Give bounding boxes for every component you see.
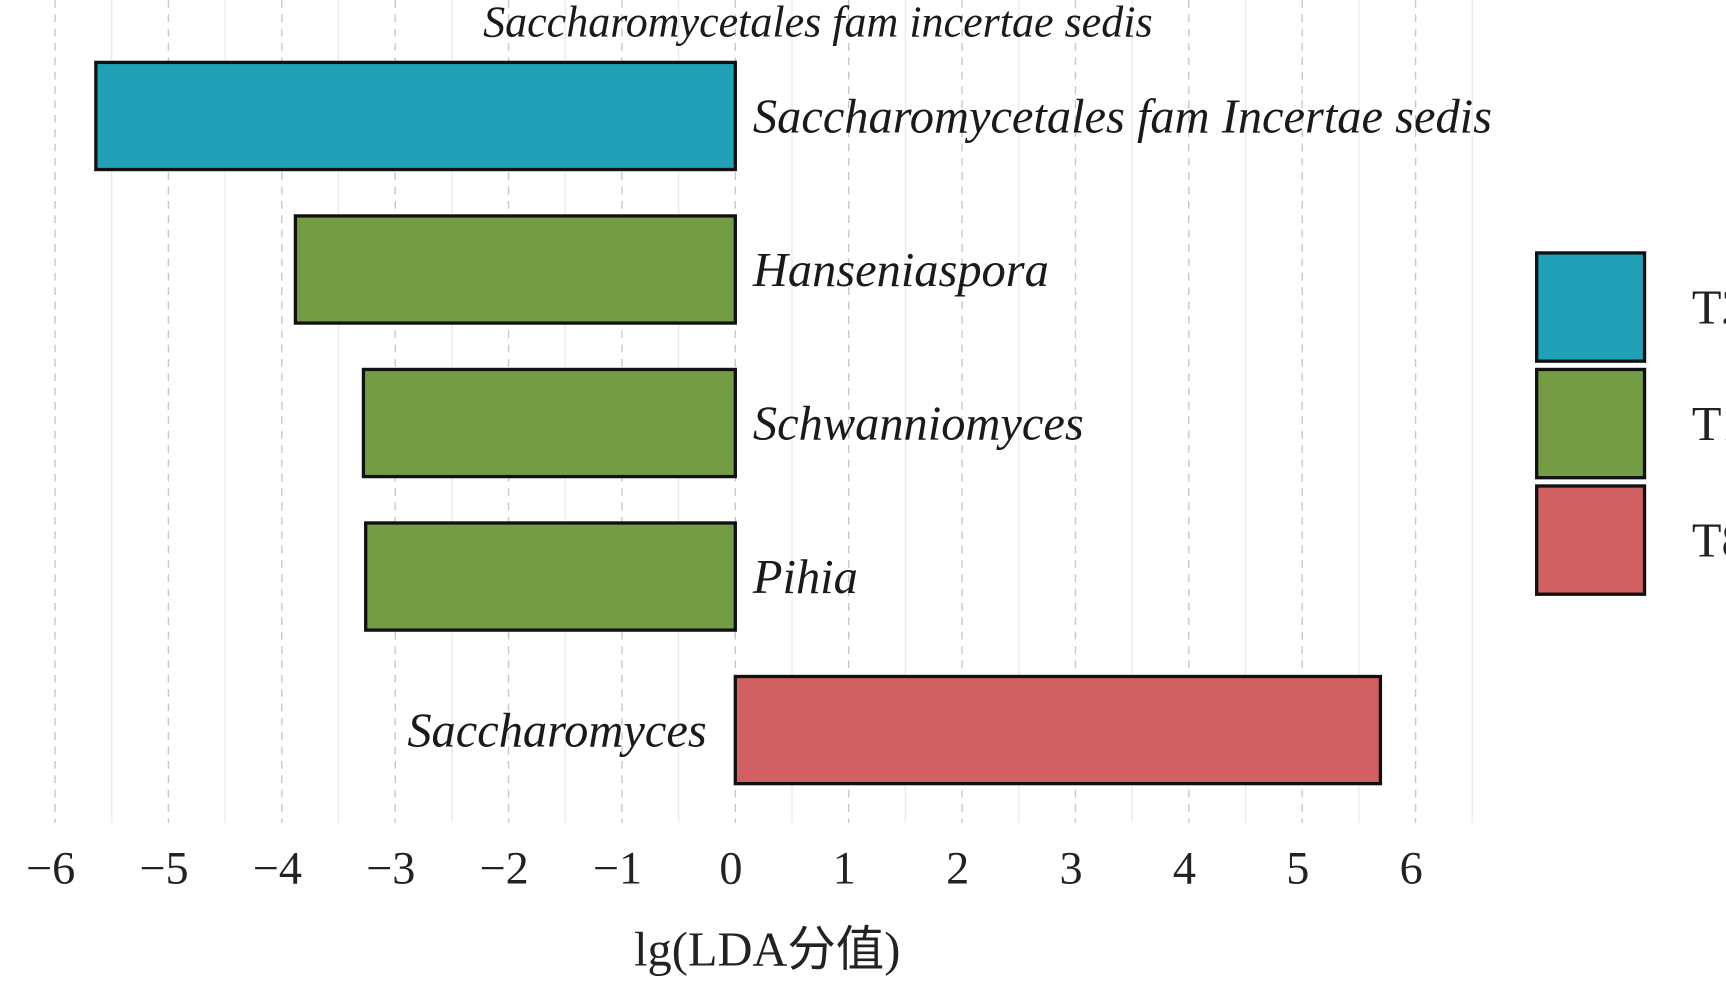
x-tick-label: −3 xyxy=(366,844,415,895)
legend: T2 T1 T8 xyxy=(1535,251,1726,596)
x-tick-label: −6 xyxy=(26,844,75,895)
bar xyxy=(361,367,737,479)
x-tick-label: 2 xyxy=(946,844,969,895)
bar-label: Saccharomycetales fam Incertae sedis xyxy=(753,90,1492,143)
bar xyxy=(94,60,737,172)
x-tick-labels: −6 −5 −4 −3 −2 −1 0 1 2 3 4 5 6 xyxy=(26,844,1423,895)
legend-swatch xyxy=(1535,251,1647,363)
legend-label: T1 xyxy=(1692,398,1726,451)
x-tick-label: −5 xyxy=(139,844,188,895)
legend-swatch xyxy=(1535,367,1647,480)
x-tick-label: 0 xyxy=(719,844,742,895)
x-tick-label: −4 xyxy=(253,844,302,895)
x-tick-label: 1 xyxy=(833,844,856,895)
bars xyxy=(94,60,1383,786)
x-tick-label: 3 xyxy=(1059,844,1082,895)
legend-swatch xyxy=(1535,484,1647,596)
chart-title: Saccharomycetales fam incertae sedis xyxy=(483,0,1152,46)
legend-label: T2 xyxy=(1692,282,1726,335)
bar xyxy=(733,674,1383,786)
x-tick-label: −1 xyxy=(593,844,642,895)
legend-label: T8 xyxy=(1692,515,1726,568)
x-tick-label: −2 xyxy=(480,844,529,895)
bar xyxy=(364,521,737,632)
bar-label: Pihia xyxy=(752,551,858,604)
x-tick-label: 6 xyxy=(1400,844,1423,895)
x-tick-label: 4 xyxy=(1173,844,1196,895)
bar-label: Saccharomyces xyxy=(407,705,706,758)
bar xyxy=(293,214,737,325)
bar-labels: Saccharomycetales fam Incertae sedis Hans… xyxy=(407,90,1492,757)
bar-label: Schwanniomyces xyxy=(753,398,1084,451)
bar-label: Hanseniaspora xyxy=(752,244,1049,297)
x-axis-label: lg(LDA分值) xyxy=(634,923,900,976)
x-tick-label: 5 xyxy=(1286,844,1309,895)
